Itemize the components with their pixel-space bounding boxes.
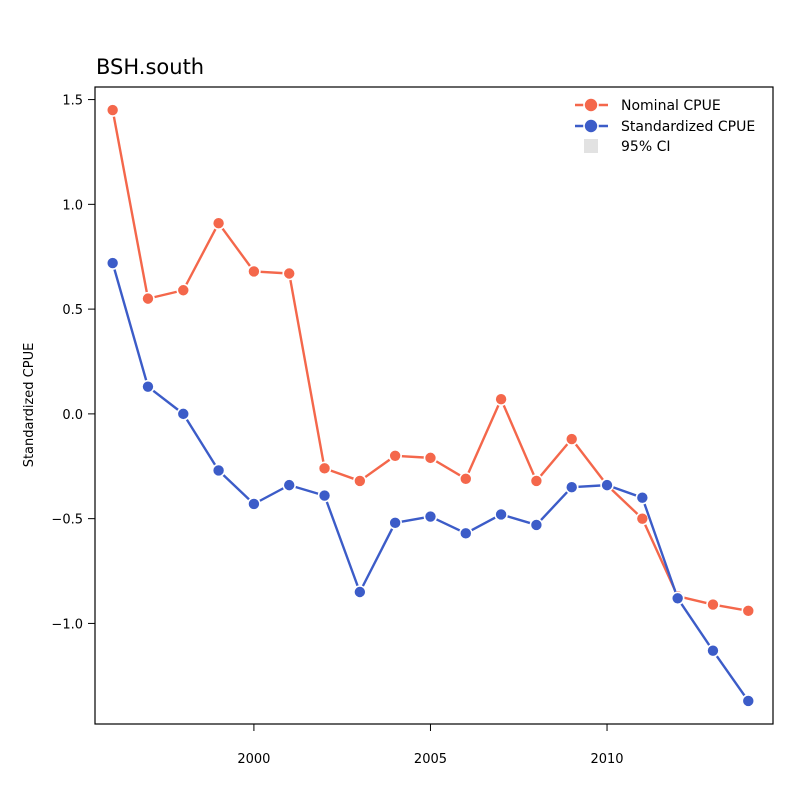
data-point — [564, 432, 579, 446]
legend-item: Standardized CPUE — [575, 118, 755, 135]
series-line — [111, 109, 749, 613]
y-axis-label: Standardized CPUE — [22, 343, 37, 468]
data-point — [458, 526, 473, 541]
data-point — [423, 451, 438, 465]
data-point — [564, 480, 579, 495]
x-tick-label: 2005 — [414, 752, 447, 767]
y-tick-label: −0.5 — [51, 513, 83, 528]
legend-label: Nominal CPUE — [621, 98, 721, 114]
legend-label: Standardized CPUE — [621, 119, 755, 135]
y-tick-label: 0.5 — [62, 303, 83, 318]
series-layer — [105, 103, 756, 708]
data-point — [388, 448, 402, 463]
data-point — [211, 463, 226, 478]
data-point — [635, 511, 650, 526]
series-nominal-cpue — [105, 103, 756, 618]
x-axis: 2000 2005 2010 — [237, 724, 624, 767]
data-point — [494, 507, 508, 522]
data-point — [105, 103, 120, 117]
plot-frame — [94, 86, 774, 725]
x-tick-label: 2000 — [237, 752, 270, 767]
legend-label: 95% CI — [621, 139, 670, 155]
data-point — [282, 478, 297, 492]
y-tick-label: 1.0 — [62, 198, 83, 213]
data-point — [317, 461, 332, 476]
data-point — [458, 472, 473, 486]
data-point — [353, 474, 367, 488]
series-line — [111, 262, 750, 702]
y-tick-label: 1.5 — [62, 94, 83, 109]
data-point — [635, 490, 650, 505]
data-point — [176, 283, 191, 298]
series-standardized-cpue — [105, 256, 756, 708]
data-point — [670, 591, 685, 606]
data-point — [176, 407, 191, 421]
data-point — [247, 264, 261, 279]
legend: Nominal CPUE Standardized CPUE 95% CI — [575, 97, 755, 155]
legend-marker-swatch — [583, 118, 599, 134]
data-point — [141, 379, 155, 394]
data-point — [494, 392, 508, 407]
data-point — [529, 474, 544, 488]
data-point — [706, 643, 720, 658]
data-point — [741, 604, 756, 618]
data-point — [282, 266, 297, 281]
legend-item: 95% CI — [584, 139, 670, 155]
data-point — [317, 488, 332, 503]
data-point — [423, 509, 438, 524]
data-point — [600, 478, 614, 492]
data-point — [247, 497, 261, 511]
data-point — [388, 516, 402, 530]
chart-title: BSH.south — [96, 55, 204, 79]
y-tick-label: −1.0 — [51, 617, 83, 632]
data-point — [529, 518, 544, 532]
x-tick-label: 2010 — [590, 752, 623, 767]
data-point — [211, 216, 226, 231]
data-point — [141, 291, 155, 306]
legend-ci-swatch — [584, 139, 598, 153]
data-point — [706, 597, 720, 612]
data-point — [741, 694, 756, 708]
y-tick-label: 0.0 — [62, 408, 83, 423]
legend-marker-swatch — [583, 97, 599, 113]
y-axis: 1.5 1.0 0.5 0.0 −0.5 −1.0 — [51, 94, 95, 632]
legend-item: Nominal CPUE — [575, 97, 721, 114]
data-point — [105, 256, 120, 270]
data-point — [353, 585, 367, 599]
